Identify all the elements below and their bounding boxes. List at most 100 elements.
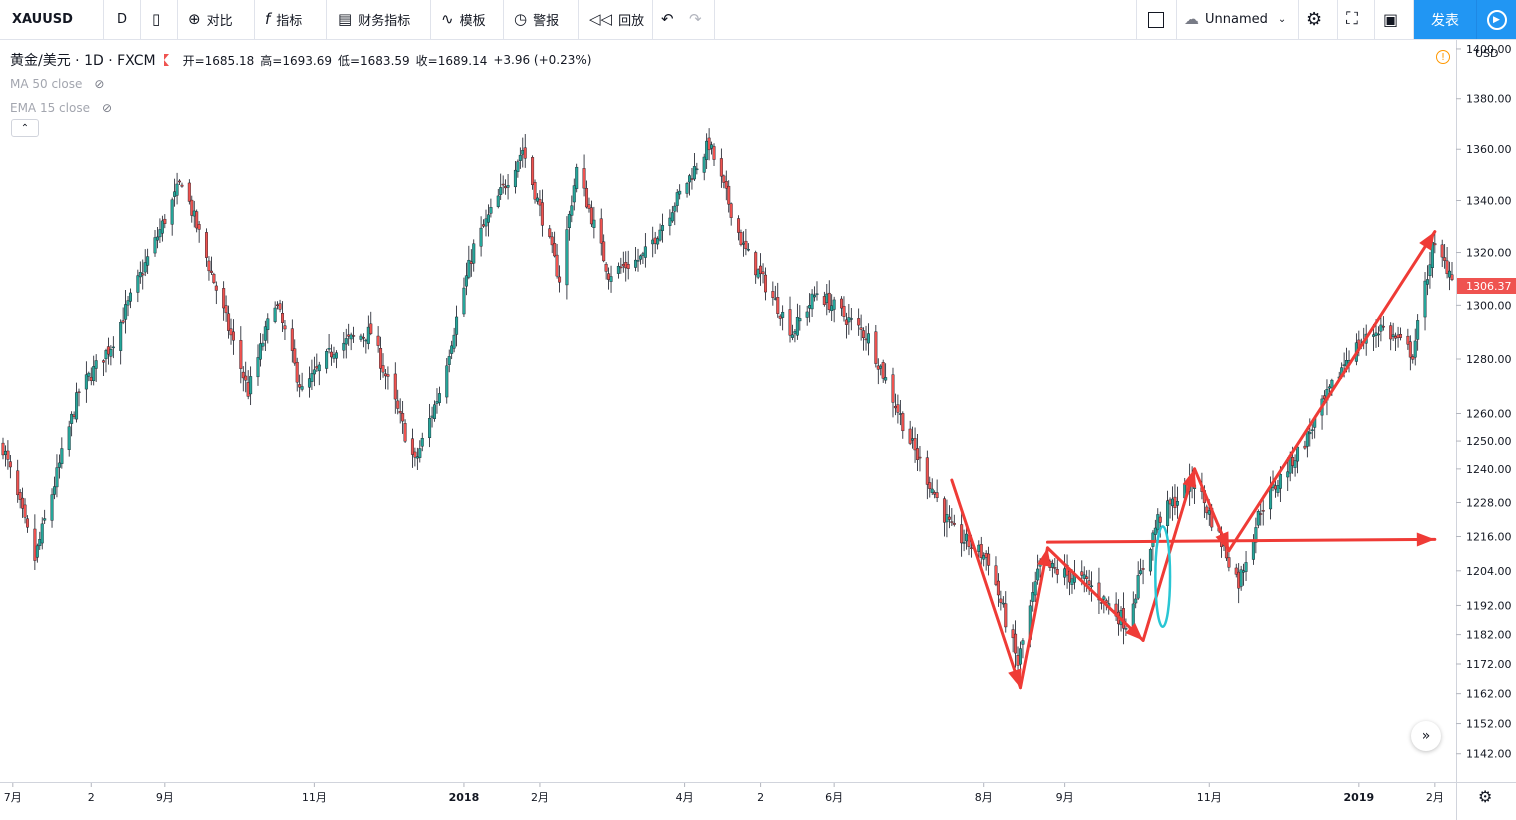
trend-arrow[interactable] — [1045, 532, 1437, 547]
time-axis[interactable]: 7月 2 9月 11月 2018 2月 4月 2 6月 8月 9月 11月 2019 2月 — [4, 783, 1444, 804]
candle — [918, 445, 922, 472]
eye-off-icon[interactable]: ⊘ — [94, 77, 105, 91]
alert-button[interactable]: ◷ 警报 — [514, 0, 559, 39]
candle — [741, 231, 745, 257]
indicators-button[interactable]: f 指标 — [265, 0, 302, 39]
candle — [1376, 326, 1380, 347]
scroll-to-realtime-button[interactable]: » — [1411, 721, 1441, 751]
trend-arrow[interactable] — [1018, 546, 1051, 690]
indicator-ema15[interactable]: EMA 15 close ⊘ — [10, 96, 597, 120]
chart-style-button[interactable]: ▯ — [152, 0, 166, 39]
compare-button[interactable]: ⊕ 对比 — [188, 0, 233, 39]
candle — [876, 358, 880, 385]
candle — [707, 128, 711, 161]
candle — [1254, 517, 1258, 554]
double-chevron-right-icon: » — [1421, 728, 1431, 744]
annotations-layer[interactable] — [950, 230, 1437, 690]
trend-arrow[interactable] — [1227, 230, 1437, 553]
candle — [52, 476, 56, 500]
axis-settings-gear-icon[interactable]: ⚙ — [1478, 787, 1493, 806]
candle — [1381, 316, 1385, 331]
candle — [334, 350, 338, 369]
candle — [1379, 314, 1383, 342]
candle — [962, 529, 966, 552]
candle — [281, 301, 285, 332]
candle — [805, 305, 809, 326]
candle — [538, 190, 542, 217]
snapshot-button[interactable]: ▣ — [1383, 0, 1404, 39]
price-chart[interactable]: 1400.00 1380.00 1360.00 1340.00 1320.00 1300.… — [0, 40, 1516, 820]
candle — [3, 445, 7, 467]
play-button[interactable]: ▶ — [1476, 0, 1516, 39]
candle — [1391, 322, 1395, 342]
candle — [668, 209, 672, 236]
time-tick-label: 11月 — [302, 791, 327, 804]
candle — [298, 374, 302, 398]
candle — [126, 295, 130, 317]
candle — [496, 188, 500, 209]
candle — [170, 197, 174, 236]
replay-label: 回放 — [618, 14, 645, 29]
candle — [484, 209, 488, 237]
trend-arrow[interactable] — [1045, 546, 1145, 642]
candle — [153, 229, 157, 257]
highlight-ellipse[interactable] — [1154, 525, 1172, 628]
time-tick-label: 11月 — [1197, 791, 1222, 804]
candle — [393, 362, 397, 414]
candle — [342, 332, 346, 359]
price-tick-label: 1400.00 — [1466, 43, 1512, 56]
candle — [609, 265, 613, 293]
candle — [844, 312, 848, 339]
templates-icon: ∿ — [441, 10, 454, 28]
candle — [999, 590, 1003, 611]
candle — [842, 296, 846, 322]
indicators-label: 指标 — [276, 14, 303, 29]
price-tick-label: 1280.00 — [1466, 353, 1512, 366]
candle — [141, 259, 145, 290]
candle — [231, 319, 235, 355]
publish-button[interactable]: 发表 — [1414, 0, 1476, 39]
candle — [364, 338, 368, 354]
warning-icon[interactable]: ! — [1436, 50, 1450, 64]
candle — [33, 514, 37, 570]
candle — [6, 440, 10, 470]
candle — [369, 311, 373, 336]
candle — [996, 573, 1000, 607]
candle — [1237, 563, 1241, 604]
indicator-ma50[interactable]: MA 50 close ⊘ — [10, 72, 597, 96]
candle — [383, 368, 387, 390]
trend-arrow[interactable] — [950, 478, 1022, 690]
templates-label: 模板 — [459, 14, 486, 29]
layout-name-button[interactable]: ☁ Unnamed ⌄ — [1184, 0, 1286, 39]
candle — [533, 179, 537, 204]
candle — [1153, 519, 1157, 541]
candle — [21, 487, 25, 518]
trend-arrow[interactable] — [1193, 467, 1231, 553]
candle — [687, 173, 691, 196]
fullscreen-button[interactable]: ⛶ — [1346, 0, 1364, 39]
templates-button[interactable]: ∿ 模板 — [441, 0, 486, 39]
collapse-legend-button[interactable]: ⌃ — [11, 119, 39, 137]
undo-button[interactable]: ↶ — [661, 0, 680, 39]
replay-button[interactable]: ◁◁ 回放 — [589, 0, 644, 39]
candle — [413, 447, 417, 467]
eye-off-icon[interactable]: ⊘ — [101, 101, 113, 115]
candle — [575, 163, 579, 193]
candle — [472, 239, 476, 272]
candle — [352, 326, 356, 343]
candle — [1, 437, 5, 460]
candle — [1320, 395, 1324, 430]
candle — [795, 303, 799, 340]
candle — [504, 179, 508, 195]
candle — [1389, 322, 1393, 351]
interval-button[interactable]: D — [117, 12, 128, 27]
settings-button[interactable]: ⚙ — [1306, 0, 1328, 39]
candle — [501, 175, 505, 194]
candle — [1065, 554, 1069, 589]
price-axis[interactable]: 1400.00 1380.00 1360.00 1340.00 1320.00 1300.… — [1456, 43, 1512, 761]
financials-button[interactable]: ▤ 财务指标 — [338, 0, 410, 39]
candle — [212, 272, 216, 285]
redo-button[interactable]: ↷ — [689, 0, 708, 39]
select-layout-toggle[interactable] — [1148, 0, 1164, 39]
symbol-search-button[interactable]: XAUUSD — [12, 12, 73, 27]
